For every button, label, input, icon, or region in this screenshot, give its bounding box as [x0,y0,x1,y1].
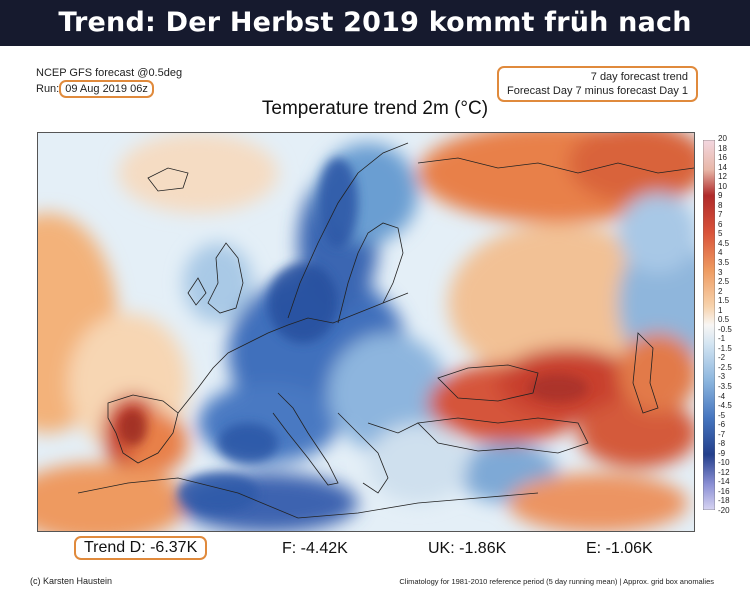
colorbar-label: 1.5 [718,296,730,306]
trend-line-1: 7 day forecast trend [590,71,688,83]
map-title: Temperature trend 2m (°C) [261,98,489,119]
colorbar-label: -0.5 [718,324,732,334]
regional-trend-stats: Trend D: -6.37K F: -4.42K UK: -1.86K E: … [0,536,750,566]
colorbar-label: -8 [718,439,726,449]
trend-f-stat: F: -4.42K [282,540,348,557]
colorbar-label: 5 [718,229,723,239]
colorbar-label: 3 [718,267,723,277]
colorbar-label: -3 [718,372,726,382]
colorbar-label: -18 [718,496,730,506]
colorbar-label: -4.5 [718,401,732,411]
colorbar-label: -2 [718,353,726,363]
climatology-note: Climatology for 1981-2010 reference peri… [399,577,714,586]
colorbar-label: 1 [718,305,723,315]
colorbar-label: 14 [718,162,727,172]
colorbar-label: 6 [718,219,723,229]
coastlines [77,142,694,519]
trend-e-stat: E: -1.06K [586,540,653,557]
colorbar-label: -7 [718,429,726,439]
model-info: NCEP GFS forecast @0.5deg Run: 09 Aug 201… [36,66,182,98]
colorbar-label: -2.5 [718,362,732,372]
colorbar-label: 2 [718,286,723,296]
colorbar-label: -1.5 [718,343,732,353]
colorbar-label: 10 [718,181,727,191]
trend-uk-stat: UK: -1.86K [428,540,507,557]
trend-line-2: Forecast Day 7 minus forecast Day 1 [507,85,688,97]
colorbar-label: 18 [718,143,727,153]
colorbar-label: 2.5 [718,277,730,287]
colorbar-label: 7 [718,210,723,220]
colorbar [703,140,715,510]
temperature-trend-map [37,132,695,532]
colorbar-label: 12 [718,172,727,182]
colorbar-label: -1 [718,334,726,344]
trend-description-highlight: 7 day forecast trend Forecast Day 7 minu… [497,66,698,102]
run-label: Run: [36,83,60,95]
model-line: NCEP GFS forecast @0.5deg [36,67,183,79]
run-line: Run: 09 Aug 2019 06z [36,80,182,98]
map-canvas [38,133,694,531]
colorbar-label: -9 [718,448,726,458]
credit: (c) Karsten Haustein [30,576,113,586]
colorbar-label: 4.5 [718,238,730,248]
trend-d-stat: Trend D: -6.37K [74,536,208,560]
colorbar-label: -6 [718,420,726,430]
colorbar-label: -5 [718,410,726,420]
colorbar-label: 9 [718,191,723,201]
colorbar-label: 20 [718,134,727,143]
colorbar-label: 4 [718,248,723,258]
colorbar-label: -16 [718,486,730,496]
banner-title: Trend: Der Herbst 2019 kommt früh nach E… [0,0,750,84]
colorbar-label: -20 [718,506,730,515]
colorbar-label: 16 [718,153,727,163]
colorbar-label: -12 [718,467,730,477]
colorbar-label: -10 [718,458,730,468]
anomaly-field [38,133,694,531]
colorbar-label: -14 [718,477,730,487]
colorbar-label: -3.5 [718,382,732,391]
colorbar-label: 0.5 [718,315,730,325]
colorbar-label: 3.5 [718,258,730,267]
colorbar-label: -4 [718,391,726,401]
colorbar-label: 8 [718,200,723,210]
run-value-highlight: 09 Aug 2019 06z [59,80,154,98]
